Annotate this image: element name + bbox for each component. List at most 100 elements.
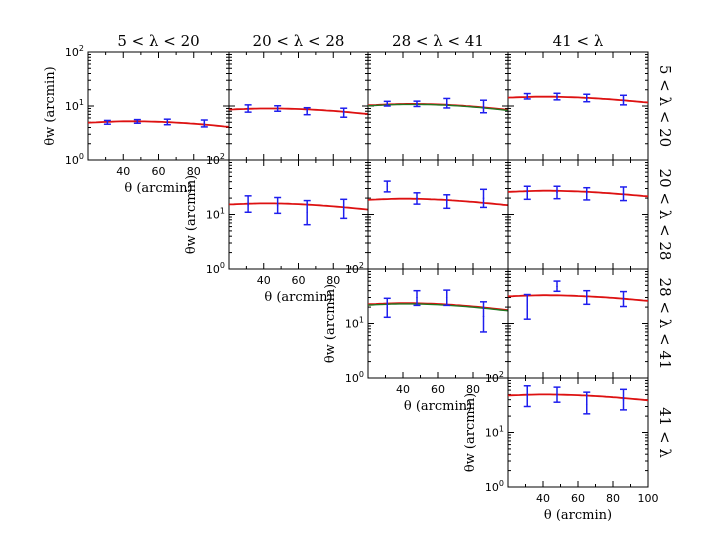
data-point [585,403,588,406]
panel-r3-c4 [507,268,649,379]
error-bar-3 [303,199,311,226]
data-point [445,102,448,104]
error-bar-2 [274,105,282,112]
data-point [622,297,625,300]
error-bar-2 [133,118,141,124]
error-bar-4 [620,388,627,411]
error-bar-4 [620,94,627,106]
data-point [276,107,279,110]
y-axis-label: θw (arcmin) [43,66,58,145]
data-point [386,185,389,188]
error-bar-3 [583,391,591,415]
panel-frame [507,51,649,161]
panel-frame [367,159,509,270]
data-point [445,296,448,298]
data-point [622,398,625,401]
data-point [416,102,418,105]
y-tick-label: 101 [345,316,364,331]
data-point [556,285,558,288]
x-tick-label: 80 [187,165,201,178]
x-tick-label: 60 [571,492,585,505]
x-axis-label: θ (arcmin) [264,290,332,305]
data-point [556,191,558,194]
panel-r2-c2: θw (arcmin) 40 60 80 θ (arcmin) [184,159,369,305]
panel-frame [87,51,230,161]
data-point [203,122,206,125]
y-tick-label: 100 [65,152,84,167]
model-curve-alt [367,103,509,112]
error-bar-3 [583,186,591,201]
data-point [342,208,345,211]
data-point [247,204,249,206]
error-bar-4 [340,198,348,220]
error-bar-3 [163,118,171,126]
error-bar-1 [103,119,111,125]
y-axis-label: θw (arcmin) [323,284,338,363]
data-point [445,200,448,203]
x-tick-label: 40 [116,165,130,178]
y-tick-label: 101 [65,98,84,113]
column-title-1: 5 < λ < 20 [117,32,199,50]
data-point [556,95,558,98]
error-bar-4 [620,290,627,308]
error-bar-1 [244,195,252,213]
panel-r1-c1: θw (arcmin) 40 60 80 θ (arcmin) [43,51,230,196]
error-bar-3 [583,93,591,103]
data-point [622,192,625,195]
row-title-3: 28 < λ < 41 [656,278,674,370]
error-bar-1 [383,100,391,107]
error-bar-2 [553,92,561,101]
data-point [585,296,588,298]
panel-r3-c3: θw (arcmin) 40 60 80 θ (arcmin) [323,268,509,414]
panel-frame [367,268,509,379]
model-curve [87,120,230,128]
x-tick-label: 60 [292,274,306,287]
data-point [386,306,389,308]
error-bar-3 [443,97,451,109]
column-title-2: 20 < λ < 28 [253,32,345,50]
error-bar-1 [244,104,252,113]
y-tick-label: 100 [485,479,504,494]
panel-r1-c4 [507,51,649,161]
error-bar-1 [523,92,531,100]
data-point [585,97,588,99]
error-bar-3 [443,194,451,210]
x-tick-label: 80 [606,492,620,505]
data-point [416,197,418,199]
x-tick-label: 100 [638,492,659,505]
data-point [526,192,529,194]
panel-r1-c3 [367,51,509,161]
error-bar-1 [523,185,531,201]
x-tick-label: 80 [466,383,480,396]
data-point [306,110,308,113]
data-point [482,106,485,109]
error-bar-2 [413,192,421,205]
x-axis-label: θ (arcmin) [404,399,472,414]
error-bar-1 [383,297,391,319]
error-bar-3 [443,289,451,307]
y-tick-label: 100 [206,261,225,276]
error-bar-2 [553,386,561,403]
x-tick-label: 40 [257,274,271,287]
panel-r2-c3 [367,159,509,270]
panel-frame [228,51,369,161]
error-bar-4 [200,119,208,128]
panel-r1-c2 [228,51,369,161]
y-tick-label: 102 [345,261,364,276]
data-point [526,305,529,307]
x-tick-label: 80 [326,274,340,287]
data-point [276,204,279,207]
error-bar-2 [553,280,561,293]
data-point [585,192,588,195]
model-curve [507,189,649,198]
error-bar-4 [480,188,487,209]
data-point [622,99,625,102]
data-point [166,120,169,123]
data-point [556,394,558,396]
y-tick-label: 100 [345,370,364,385]
y-axis-label: θw (arcmin) [463,393,478,472]
y-axis-label: θw (arcmin) [184,175,199,254]
error-bar-1 [523,385,531,408]
data-point [482,315,485,318]
